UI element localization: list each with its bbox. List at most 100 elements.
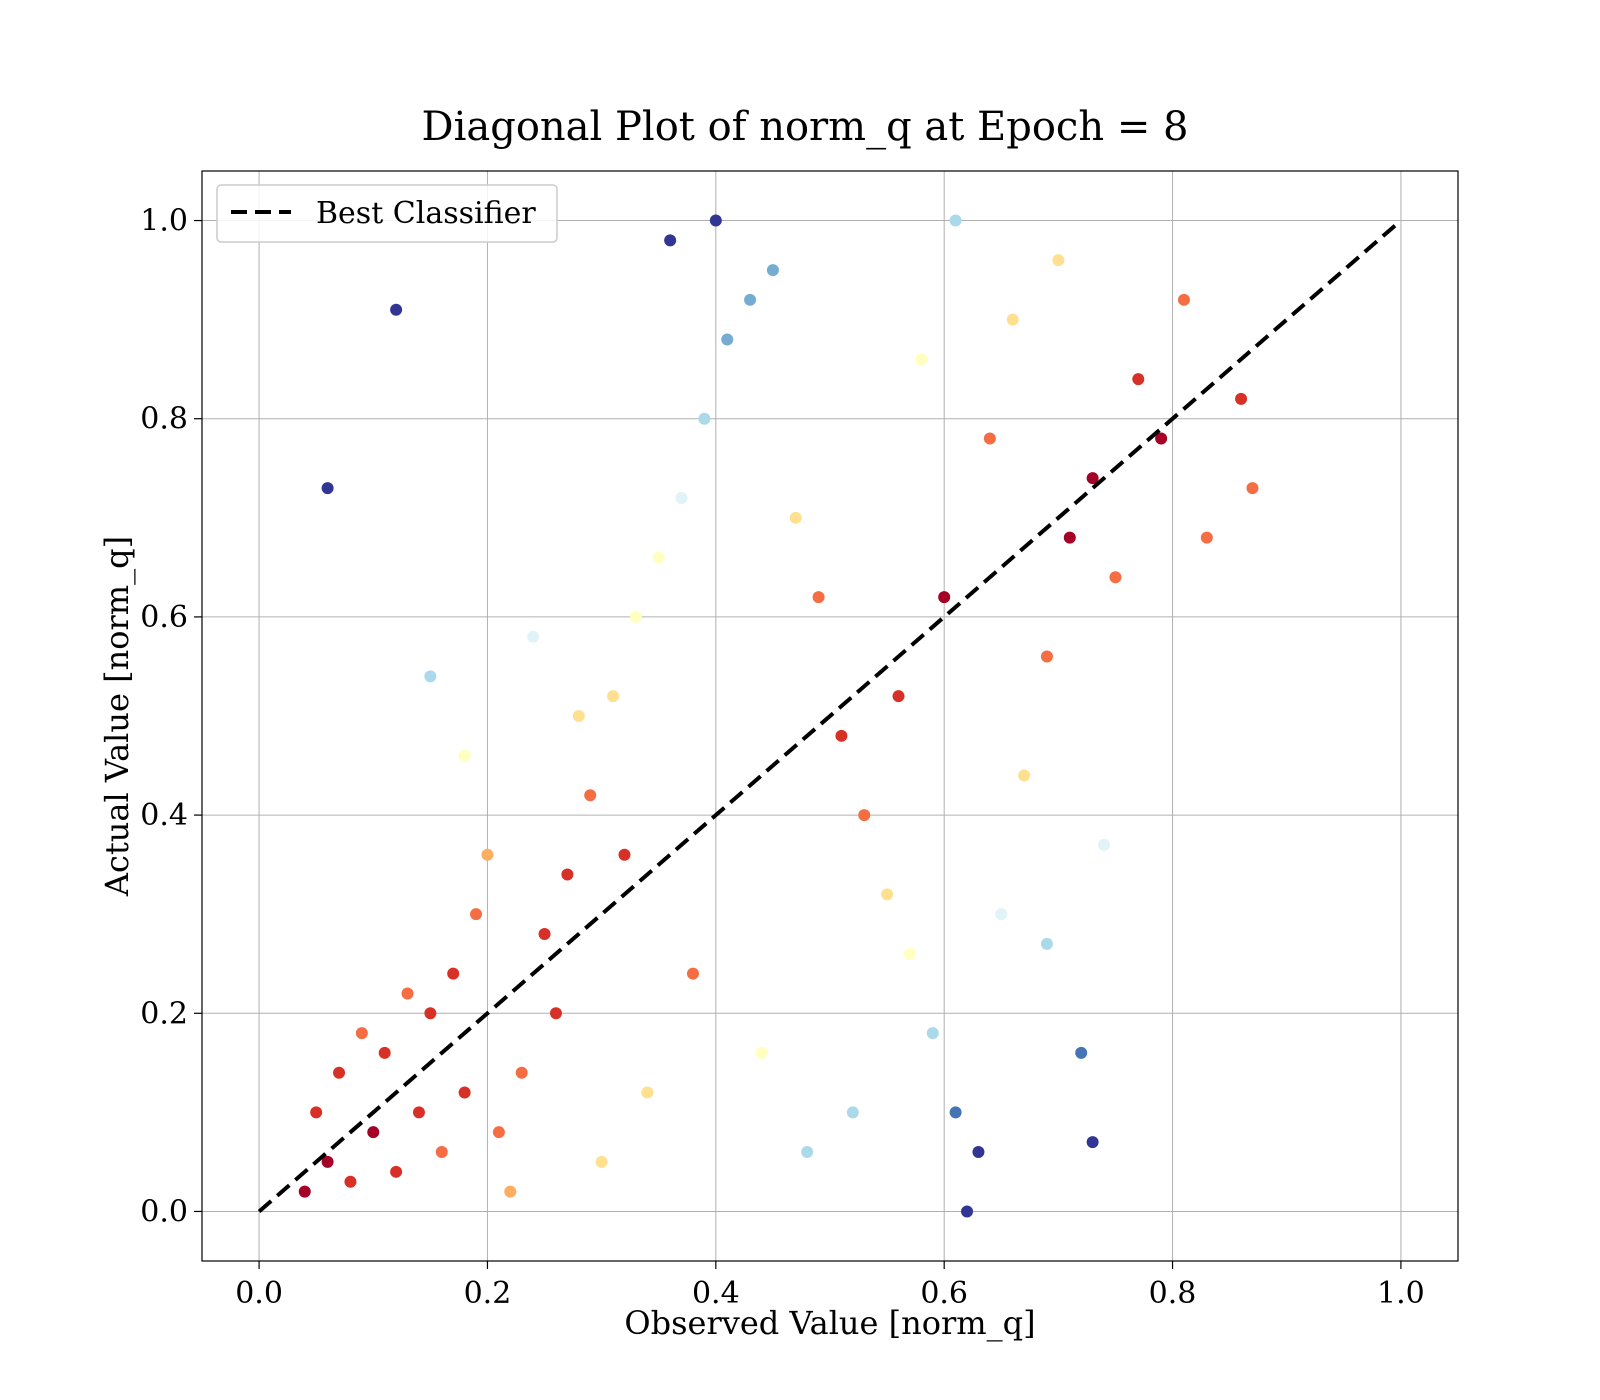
scatter-point-58 [1086,1136,1099,1149]
scatter-point-47 [1200,531,1213,544]
y-tick-label-1: 0.2 [140,996,188,1031]
scatter-point-17 [515,1066,528,1079]
scatter-point-11 [378,1046,391,1059]
scatter-point-24 [675,492,688,504]
y-tick-label-2: 0.4 [140,798,188,833]
x-tick-label-2: 0.4 [692,1276,740,1311]
scatter-point-37 [972,1146,985,1158]
plot-area-frame [201,170,1459,1262]
legend-label: Best Classifier [316,196,536,231]
legend-box [216,184,558,243]
scatter-point-48 [1235,392,1248,405]
scatter-point-3 [367,1126,380,1139]
scatter-point-69 [572,710,585,722]
scatter-point-62 [595,1155,608,1168]
y-axis-ticks: 0.0 0.2 0.4 0.6 0.8 1.0 [140,204,202,1229]
scatter-point-53 [709,214,722,227]
scatter-point-9 [333,1066,346,1079]
scatter-point-41 [1063,531,1076,544]
x-axis-ticks: 0.0 0.2 0.4 0.6 0.8 1.0 [235,1261,1425,1311]
y-tick-label-0: 0.0 [140,1194,188,1229]
scatter-point-10 [355,1027,368,1040]
scatter-point-39 [1018,769,1031,782]
scatter-point-23 [652,551,665,564]
scatter-point-30 [812,591,825,604]
scatter-point-35 [926,1027,939,1040]
scatter-point-77 [1006,313,1019,326]
x-tick-label-3: 0.6 [920,1276,968,1311]
scatter-point-42 [1086,472,1099,485]
scatter-point-55 [1098,838,1111,851]
scatter-points [298,214,1259,1218]
x-tick-label-0: 0.0 [235,1276,283,1311]
scatter-point-0 [298,1185,311,1198]
scatter-point-28 [766,264,779,277]
scatter-point-49 [1246,482,1259,495]
scatter-point-52 [664,234,677,247]
scatter-point-7 [458,1086,471,1099]
scatter-point-74 [892,690,905,703]
scatter-point-12 [401,987,414,1000]
scatter-point-14 [447,967,460,980]
scatter-point-20 [584,789,597,802]
scatter-point-4 [390,1165,403,1178]
scatter-point-66 [458,749,471,762]
scatter-point-50 [321,482,334,495]
x-axis-label: Observed Value [norm_q] [624,1304,1035,1342]
scatter-point-60 [846,1106,859,1119]
scatter-point-31 [835,729,848,742]
scatter-point-32 [858,809,871,822]
scatter-point-21 [607,690,620,703]
y-axis-label: Actual Value [norm_q] [98,536,136,897]
x-tick-label-5: 1.0 [1377,1276,1425,1311]
scatter-point-56 [1040,937,1053,950]
scatter-point-2 [344,1175,357,1188]
scatter-point-26 [721,333,734,346]
scatter-point-38 [995,908,1008,921]
x-tick-label-1: 0.2 [464,1276,512,1311]
scatter-point-46 [1177,293,1190,306]
scatter-point-29 [789,511,802,524]
scatter-point-16 [492,1126,505,1139]
scatter-point-18 [538,928,551,940]
scatter-point-61 [504,1185,517,1198]
scatter-point-36 [949,1106,962,1119]
x-tick-label-4: 0.8 [1149,1276,1197,1311]
scatter-point-68 [527,630,540,643]
y-tick-label-3: 0.6 [140,600,188,635]
scatter-point-73 [801,1146,814,1158]
legend: Best Classifier [216,184,558,243]
scatter-point-6 [435,1146,448,1158]
scatter-point-71 [686,967,699,980]
scatter-point-67 [424,670,437,683]
scatter-point-64 [549,1007,562,1020]
scatter-point-76 [983,432,996,445]
scatter-point-57 [1075,1046,1088,1059]
scatter-point-13 [424,1007,437,1020]
scatter-point-51 [390,303,403,316]
scatter-point-8 [310,1106,323,1119]
scatter-point-25 [698,412,711,425]
scatter-point-72 [755,1046,768,1059]
y-tick-label-4: 0.8 [140,402,188,437]
best-classifier-line [257,219,1403,1213]
scatter-point-44 [1132,373,1145,386]
scatter-point-65 [481,848,494,861]
scatter-point-75 [938,591,951,604]
scatter-point-78 [1052,254,1065,267]
scatter-point-59 [961,1205,974,1218]
scatter-point-63 [641,1086,654,1099]
scatter-point-19 [561,868,574,881]
scatter-point-5 [412,1106,425,1119]
scatter-point-34 [903,947,916,960]
scatter-point-43 [1109,571,1122,584]
scatter-point-70 [618,848,631,861]
y-tick-label-5: 1.0 [140,204,188,239]
scatter-point-54 [949,214,962,227]
scatter-point-40 [1040,650,1053,663]
chart-title: Diagonal Plot of norm_q at Epoch = 8 [422,104,1189,150]
scatter-point-79 [915,353,928,366]
scatter-point-22 [629,610,642,623]
scatter-point-1 [321,1155,334,1168]
